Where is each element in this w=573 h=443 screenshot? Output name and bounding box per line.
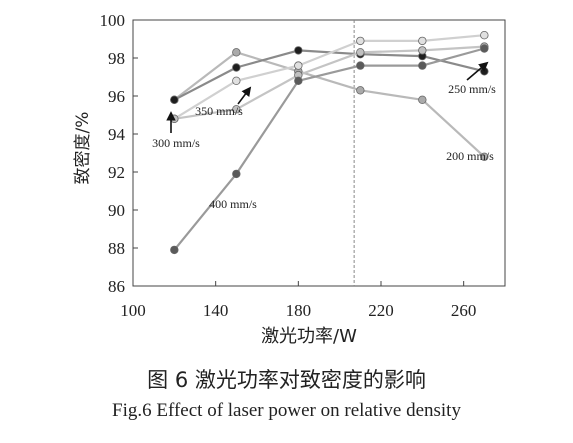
data-point	[418, 46, 427, 55]
data-point	[356, 86, 365, 95]
annotation-label: 200 mm/s	[446, 149, 494, 163]
data-point	[356, 48, 365, 57]
annotation-label: 250 mm/s	[448, 82, 496, 96]
data-point	[294, 61, 303, 70]
data-point	[170, 95, 179, 104]
data-point	[232, 169, 241, 179]
data-point	[232, 63, 241, 72]
data-point	[418, 36, 427, 46]
series-line	[174, 45, 485, 120]
plot-frame	[132, 19, 506, 287]
y-tick-label: 88	[108, 239, 125, 258]
data-point	[418, 95, 427, 104]
x-tick-label: 100	[120, 301, 146, 320]
y-tick-label: 100	[100, 11, 126, 30]
x-tick-label: 140	[203, 301, 229, 320]
series-400-mm-s	[170, 44, 489, 255]
data-point	[294, 46, 303, 55]
series-line	[173, 51, 486, 158]
x-tick-label: 260	[451, 301, 477, 320]
y-tick-label: 94	[108, 125, 126, 144]
data-point	[232, 76, 241, 85]
x-tick-label: 220	[368, 301, 394, 320]
x-tick-label: 180	[286, 301, 312, 320]
annotation-arrow	[466, 61, 489, 81]
figure-caption-english: Fig.6 Effect of laser power on relative …	[112, 400, 461, 421]
annotation-label: 350 mm/s	[195, 104, 243, 118]
data-point	[356, 61, 365, 70]
y-tick-label: 92	[108, 163, 125, 182]
data-point	[294, 76, 303, 85]
data-point	[480, 152, 489, 161]
y-tick-label: 96	[108, 87, 125, 106]
data-point	[356, 36, 365, 46]
series-group	[170, 31, 489, 255]
data-point	[480, 31, 489, 40]
axis-group: 86 88 90 92 94 96 98 100 100 140 180 220 260	[100, 11, 477, 320]
series-250-mm-s	[170, 46, 489, 104]
data-point	[480, 67, 489, 76]
annotation-group: 300 mm/s 350 mm/s 400 mm/s 250 mm/s 200 mm/s	[152, 61, 496, 211]
annotation-label: 300 mm/s	[152, 136, 200, 150]
series-line	[173, 34, 485, 120]
annotation-label: 400 mm/s	[209, 197, 257, 211]
y-tick-label: 86	[108, 277, 125, 296]
series-line	[173, 49, 485, 101]
y-tick-label: 90	[108, 201, 125, 220]
series-line	[173, 47, 485, 251]
figure-caption-chinese: 图 6 激光功率对致密度的影响	[147, 368, 426, 392]
y-tick-label: 98	[108, 49, 125, 68]
annotation-arrow	[237, 86, 252, 105]
x-axis-label: 激光功率/W	[261, 326, 357, 347]
data-point	[232, 48, 241, 57]
y-axis-label: 致密度/%	[73, 112, 93, 185]
data-point	[232, 105, 241, 114]
plot-border	[132, 19, 506, 287]
line-chart: 300 mm/s 350 mm/s 400 mm/s 250 mm/s 200 mm/s…	[73, 11, 506, 347]
data-point	[480, 44, 489, 53]
data-point	[418, 61, 427, 70]
data-point	[170, 245, 179, 255]
